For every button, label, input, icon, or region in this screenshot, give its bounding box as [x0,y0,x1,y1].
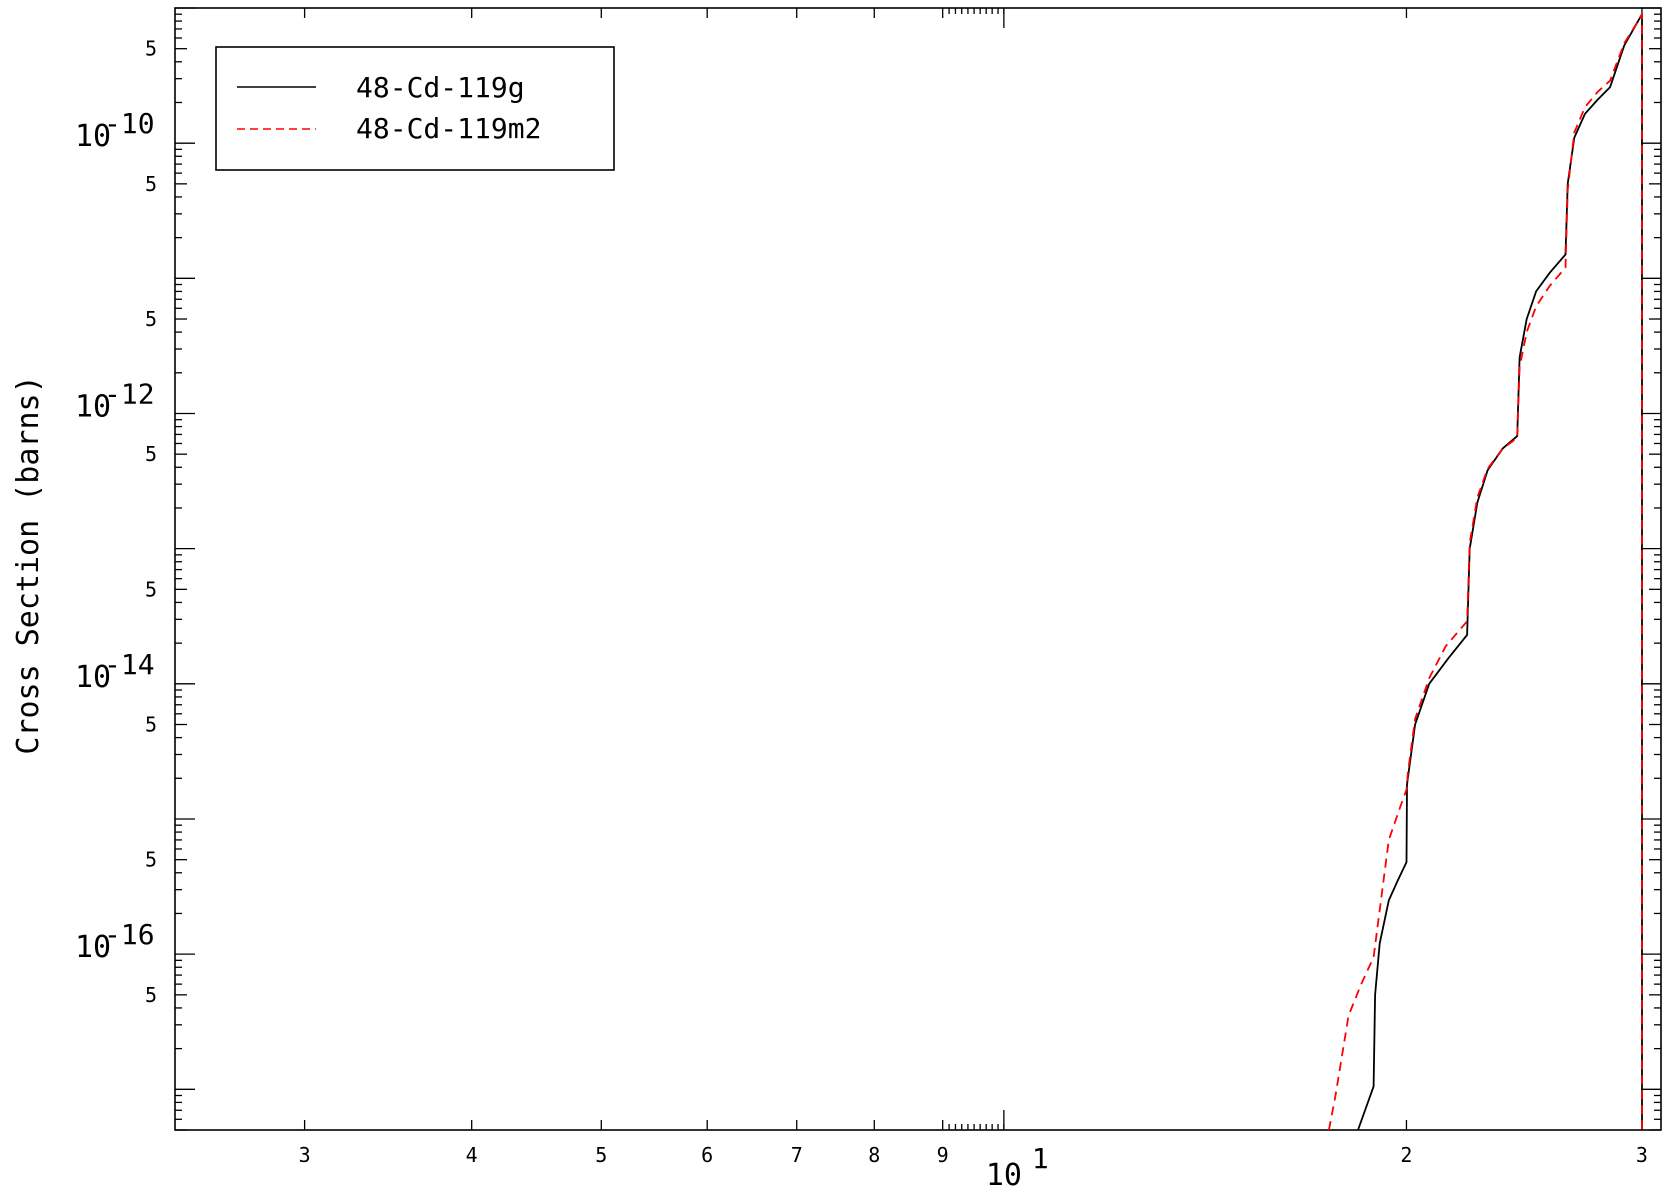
y-minor-tick-label: 5 [145,37,157,61]
series-line-cd119m2 [1328,13,1643,1131]
y-minor-tick-label: 5 [145,172,157,196]
x-tick-label: 3 [1636,1143,1648,1167]
legend: 48-Cd-119g 48-Cd-119m2 [215,46,615,171]
x-tick-label: 9 [937,1143,949,1167]
x-tick-label: 6 [701,1143,713,1167]
x-tick-label: 8 [868,1143,880,1167]
x-tick-label: 2 [1400,1143,1412,1167]
y-minor-tick-label: 5 [145,713,157,737]
y-tick-label-exponent: -10 [104,107,155,140]
axis-ticks [175,7,1661,1131]
y-minor-tick-label: 5 [145,307,157,331]
x-tick-label-exponent: 1 [1032,1142,1049,1175]
series-group [1328,13,1643,1131]
y-tick-label: 10 [75,389,111,424]
y-minor-tick-label: 5 [145,442,157,466]
y-tick-label-exponent: -12 [104,377,155,410]
y-minor-tick-label: 5 [145,848,157,872]
legend-label-cd119m2: 48-Cd-119m2 [356,112,541,145]
legend-label-cd119g: 48-Cd-119g [356,71,525,104]
y-minor-tick-label: 5 [145,983,157,1007]
y-tick-label: 10 [75,930,111,965]
y-tick-label: 10 [75,660,111,695]
y-tick-label: 10 [75,119,111,154]
x-tick-label: 7 [791,1143,803,1167]
series-line-cd119g [1357,13,1643,1131]
x-tick-label: 3 [299,1143,311,1167]
legend-box [215,46,615,171]
y-tick-label-exponent: -16 [104,918,155,951]
x-tick-label: 10 [986,1158,1022,1193]
y-axis-label: Cross Section (barns) [11,375,46,754]
y-minor-tick-label: 5 [145,577,157,601]
y-tick-label-exponent: -14 [104,648,155,681]
plot-frame [174,7,1662,1131]
x-tick-label: 4 [466,1143,478,1167]
x-tick-label: 5 [595,1143,607,1167]
